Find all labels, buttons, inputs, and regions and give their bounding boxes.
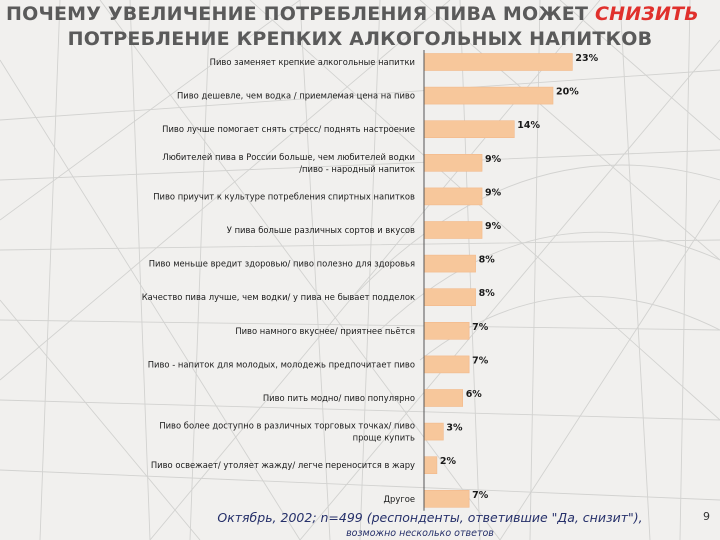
bar-value-label: 9%: [485, 187, 502, 198]
bar-value-label: 8%: [479, 255, 496, 266]
title-prefix: ПОЧЕМУ УВЕЛИЧЕНИЕ ПОТРЕБЛЕНИЯ ПИВА МОЖЕТ: [6, 3, 595, 25]
category-label: проще купить: [353, 433, 415, 443]
page-number: 9: [703, 510, 710, 523]
category-label: Пиво заменяет крепкие алкогольные напитк…: [210, 57, 415, 67]
bar: [423, 489, 470, 508]
survey-footnote: Октябрь, 2002; n=499 (респонденты, ответ…: [217, 510, 643, 525]
category-label: Пиво меньше вредит здоровью/ пиво полезн…: [149, 259, 415, 269]
category-label: Пиво освежает/ утоляет жажду/ легче пере…: [151, 460, 415, 470]
bar-value-label: 2%: [440, 456, 457, 467]
bar: [423, 53, 573, 71]
bar: [423, 254, 476, 273]
category-label: У пива больше различных сортов и вкусов: [227, 225, 415, 235]
category-label: Другое: [384, 494, 416, 504]
category-label: Пиво - напиток для молодых, молодежь пре…: [148, 359, 415, 369]
bar: [423, 120, 515, 138]
bar: [423, 422, 444, 441]
bar-value-label: 7%: [472, 355, 489, 366]
bar: [423, 154, 483, 172]
category-label: /пиво - народный напиток: [299, 164, 415, 174]
bar-value-label: 6%: [466, 389, 483, 400]
bar: [423, 355, 470, 374]
category-label: Качество пива лучше, чем водки/ у пива н…: [142, 292, 415, 302]
bar-value-label: 14%: [517, 120, 540, 131]
bar-value-label: 23%: [575, 53, 598, 64]
title-accent-word: СНИЗИТЬ: [594, 3, 699, 25]
bar-value-label: 9%: [485, 154, 502, 165]
bar-value-label: 8%: [479, 288, 496, 299]
multiple-answers-note: возможно несколько ответов: [346, 528, 494, 539]
category-label: Пиво пить модно/ пиво популярно: [263, 393, 415, 403]
chart-title-line-1: ПОЧЕМУ УВЕЛИЧЕНИЕ ПОТРЕБЛЕНИЯ ПИВА МОЖЕТ…: [6, 3, 720, 25]
bar-value-label: 9%: [485, 221, 502, 232]
category-label: Пиво дешевле, чем водка / приемлемая цен…: [177, 91, 415, 101]
chart-title-line-2: ПОТРЕБЛЕНИЕ КРЕПКИХ АЛКОГОЛЬНЫХ НАПИТКОВ: [67, 28, 653, 50]
category-label: Пиво намного вкуснее/ приятнее пьётся: [235, 326, 415, 336]
bar: [423, 221, 483, 239]
bar-value-label: 7%: [472, 490, 489, 501]
bar: [423, 389, 464, 407]
category-label: Пиво лучше помогает снять стресс/ поднят…: [162, 124, 415, 134]
bar: [423, 321, 470, 340]
bar-value-label: 20%: [556, 87, 579, 98]
bar: [423, 187, 483, 206]
bar: [423, 456, 438, 475]
category-label: Пиво более доступно в различных торговых…: [159, 421, 415, 431]
category-label: Пиво приучит к культуре потребления спир…: [153, 191, 415, 201]
bar: [423, 86, 554, 105]
bar-value-label: 3%: [446, 423, 463, 434]
bar-value-label: 7%: [472, 322, 489, 333]
bar: [423, 288, 476, 307]
category-label: Любителей пива в России больше, чем люби…: [162, 152, 415, 162]
